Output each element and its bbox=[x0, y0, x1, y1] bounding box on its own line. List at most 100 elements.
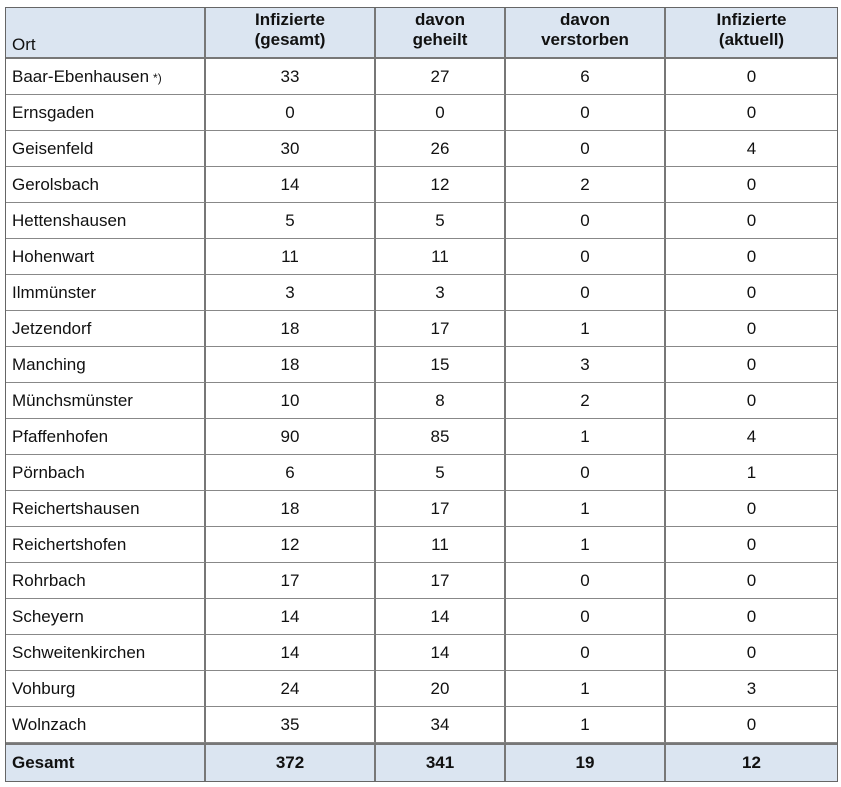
value-cell: 17 bbox=[206, 563, 376, 599]
place-cell: Gesamt bbox=[6, 743, 206, 781]
data-row: Rohrbach 17 17 0 0 bbox=[6, 563, 837, 599]
value-cell: 1 bbox=[666, 455, 837, 491]
value-cell: 34 bbox=[376, 707, 506, 743]
value-cell: 19 bbox=[506, 743, 666, 781]
header-text: Infizierte bbox=[255, 10, 325, 29]
value-cell: 0 bbox=[506, 95, 666, 131]
value-cell: 5 bbox=[376, 455, 506, 491]
value-cell: 3 bbox=[666, 671, 837, 707]
value-cell: 1 bbox=[506, 707, 666, 743]
value-cell: 14 bbox=[376, 599, 506, 635]
data-row: Jetzendorf 18 17 1 0 bbox=[6, 311, 837, 347]
value-cell: 0 bbox=[506, 563, 666, 599]
header-text: Infizierte bbox=[716, 10, 787, 29]
value-cell: 33 bbox=[206, 59, 376, 95]
value-cell: 2 bbox=[506, 383, 666, 419]
value-cell: 20 bbox=[376, 671, 506, 707]
value-cell: 0 bbox=[666, 203, 837, 239]
value-cell: 0 bbox=[666, 527, 837, 563]
place-cell: Schweitenkirchen bbox=[6, 635, 206, 671]
value-cell: 24 bbox=[206, 671, 376, 707]
value-cell: 0 bbox=[376, 95, 506, 131]
place-cell: Pörnbach bbox=[6, 455, 206, 491]
value-cell: 14 bbox=[206, 167, 376, 203]
place-name: Schweitenkirchen bbox=[12, 642, 146, 662]
place-name: Gerolsbach bbox=[12, 174, 99, 194]
value-cell: 0 bbox=[666, 383, 837, 419]
value-cell: 11 bbox=[376, 239, 506, 275]
value-cell: 11 bbox=[376, 527, 506, 563]
value-cell: 2 bbox=[506, 167, 666, 203]
value-cell: 4 bbox=[666, 419, 837, 455]
value-cell: 341 bbox=[376, 743, 506, 781]
header-text: (gesamt) bbox=[254, 30, 326, 49]
value-cell: 0 bbox=[506, 455, 666, 491]
value-cell: 0 bbox=[506, 635, 666, 671]
value-cell: 0 bbox=[506, 203, 666, 239]
value-cell: 0 bbox=[506, 131, 666, 167]
data-row: Vohburg 24 20 1 3 bbox=[6, 671, 837, 707]
value-cell: 0 bbox=[206, 95, 376, 131]
value-cell: 85 bbox=[376, 419, 506, 455]
value-cell: 0 bbox=[666, 275, 837, 311]
value-cell: 90 bbox=[206, 419, 376, 455]
data-row: Manching 18 15 3 0 bbox=[6, 347, 837, 383]
value-cell: 0 bbox=[506, 275, 666, 311]
value-cell: 8 bbox=[376, 383, 506, 419]
header-text: (aktuell) bbox=[718, 30, 785, 49]
value-cell: 1 bbox=[506, 491, 666, 527]
place-name: Reichertshofen bbox=[12, 534, 127, 554]
data-row: Ilmmünster 3 3 0 0 bbox=[6, 275, 837, 311]
value-cell: 14 bbox=[206, 599, 376, 635]
value-cell: 3 bbox=[506, 347, 666, 383]
place-cell: Scheyern bbox=[6, 599, 206, 635]
place-name: Hohenwart bbox=[12, 246, 95, 266]
header-cell: Infizierte (aktuell) bbox=[666, 8, 837, 59]
place-cell: Baar-Ebenhausen *) bbox=[6, 59, 206, 95]
place-cell: Ilmmünster bbox=[6, 275, 206, 311]
header-cell: davon geheilt bbox=[376, 8, 506, 59]
place-name: Münchsmünster bbox=[12, 390, 133, 410]
place-cell: Wolnzach bbox=[6, 707, 206, 743]
header-text: Ort bbox=[12, 35, 36, 54]
value-cell: 14 bbox=[206, 635, 376, 671]
place-cell: Manching bbox=[6, 347, 206, 383]
value-cell: 4 bbox=[666, 131, 837, 167]
value-cell: 0 bbox=[666, 347, 837, 383]
value-cell: 3 bbox=[376, 275, 506, 311]
value-cell: 0 bbox=[666, 239, 837, 275]
value-cell: 6 bbox=[506, 59, 666, 95]
table-body: Ort Infizierte (gesamt) davon geheilt davon ve… bbox=[6, 8, 837, 781]
value-cell: 26 bbox=[376, 131, 506, 167]
data-row: Hettenshausen 5 5 0 0 bbox=[6, 203, 837, 239]
place-name: Scheyern bbox=[12, 606, 84, 626]
place-name: Reichertshausen bbox=[12, 498, 140, 518]
place-cell: Reichertshofen bbox=[6, 527, 206, 563]
footnote-mark: *) bbox=[153, 70, 162, 85]
covid-table: Ort Infizierte (gesamt) davon geheilt davon ve… bbox=[5, 7, 838, 782]
value-cell: 0 bbox=[666, 59, 837, 95]
data-row: Pfaffenhofen 90 85 1 4 bbox=[6, 419, 837, 455]
place-name: Baar-Ebenhausen bbox=[12, 66, 150, 86]
value-cell: 372 bbox=[206, 743, 376, 781]
value-cell: 11 bbox=[206, 239, 376, 275]
value-cell: 1 bbox=[506, 311, 666, 347]
place-name: Manching bbox=[12, 354, 86, 374]
value-cell: 0 bbox=[506, 599, 666, 635]
place-name: Pörnbach bbox=[12, 462, 85, 482]
place-name: Vohburg bbox=[12, 678, 76, 698]
value-cell: 1 bbox=[506, 671, 666, 707]
place-name: Ernsgaden bbox=[12, 102, 95, 122]
value-cell: 30 bbox=[206, 131, 376, 167]
place-cell: Pfaffenhofen bbox=[6, 419, 206, 455]
value-cell: 0 bbox=[506, 239, 666, 275]
value-cell: 0 bbox=[666, 311, 837, 347]
header-cell: Infizierte (gesamt) bbox=[206, 8, 376, 59]
header-text: verstorben bbox=[541, 30, 629, 49]
value-cell: 0 bbox=[666, 635, 837, 671]
value-cell: 35 bbox=[206, 707, 376, 743]
place-cell: Gerolsbach bbox=[6, 167, 206, 203]
data-row: Baar-Ebenhausen *) 33 27 6 0 bbox=[6, 59, 837, 95]
place-cell: Ernsgaden bbox=[6, 95, 206, 131]
header-text: davon bbox=[414, 10, 466, 29]
